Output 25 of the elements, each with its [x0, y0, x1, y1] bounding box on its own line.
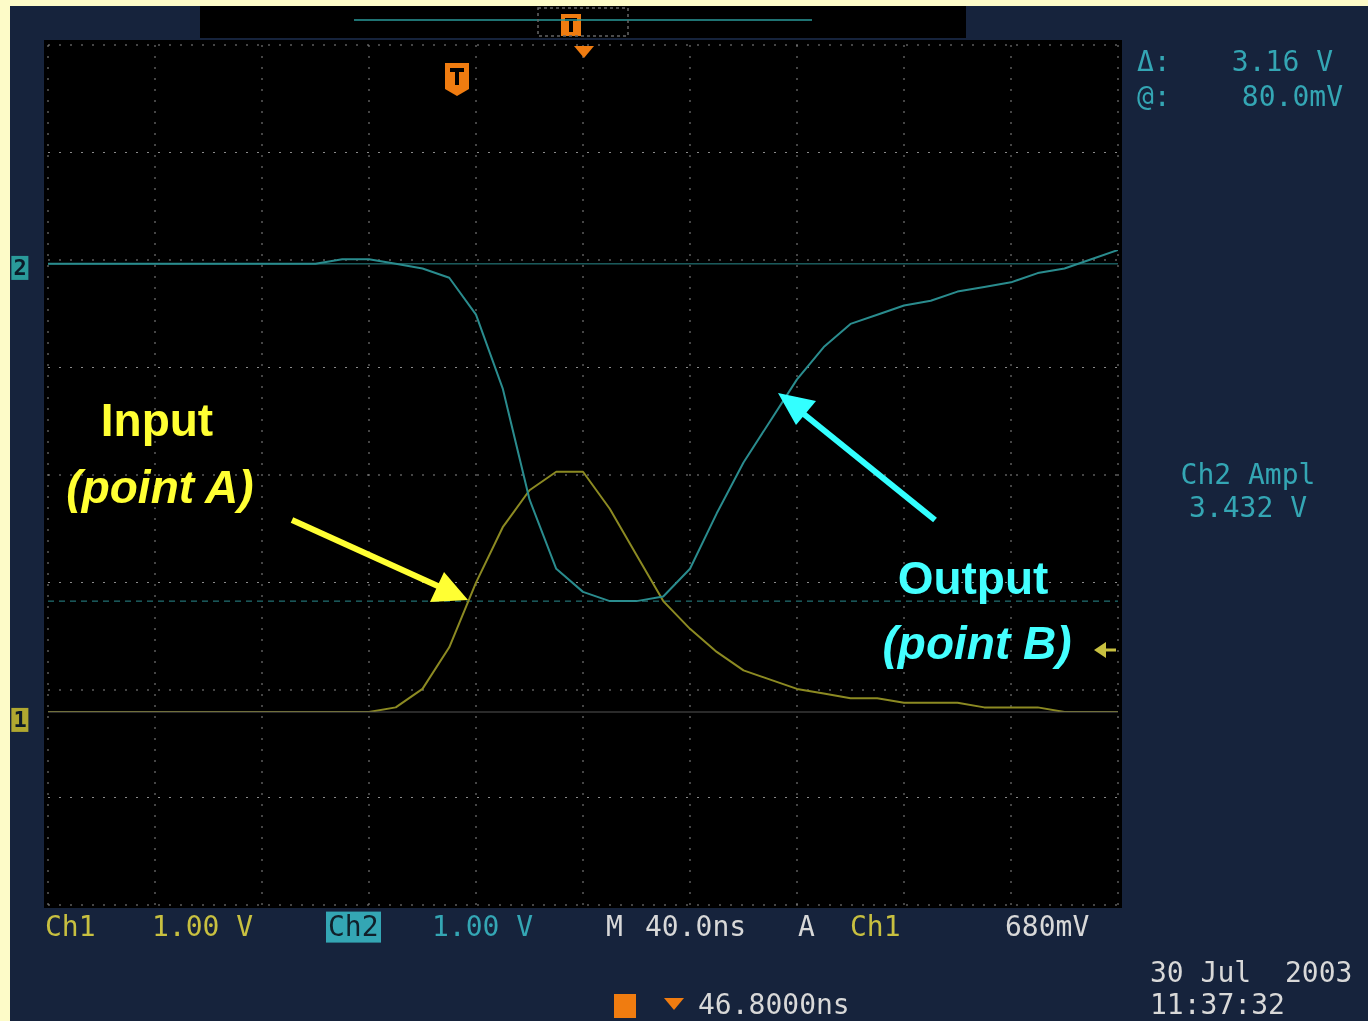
- text: Δ:: [1137, 44, 1171, 78]
- text: 3.432 V: [1188, 490, 1308, 524]
- text: M: [606, 909, 623, 943]
- text: @:: [1137, 79, 1171, 113]
- text: Ch1: [850, 909, 901, 943]
- text: 2: [11, 254, 29, 281]
- annotation: Input: [100, 393, 214, 446]
- text: 11:37:32: [1150, 987, 1285, 1021]
- text: Ch2: [326, 909, 381, 943]
- annotation: (point A): [66, 460, 254, 513]
- text: 680mV: [1005, 909, 1090, 943]
- annotation: Output: [897, 551, 1049, 604]
- text: A: [798, 909, 815, 943]
- text: Ch1: [45, 909, 96, 943]
- text: 1: [11, 706, 29, 733]
- text: Ch2 Ampl: [1180, 457, 1316, 491]
- annotation: (point B): [882, 616, 1072, 669]
- text: 40.0ns: [645, 909, 747, 943]
- text: 30 Jul: [1150, 955, 1252, 989]
- text: 1.00 V: [432, 909, 534, 943]
- text: 2003: [1285, 955, 1353, 989]
- text: 3.16 V: [1231, 44, 1333, 78]
- text: 1.00 V: [152, 909, 254, 943]
- text: 46.8000ns: [698, 987, 850, 1021]
- text: 80.0mV: [1241, 79, 1343, 113]
